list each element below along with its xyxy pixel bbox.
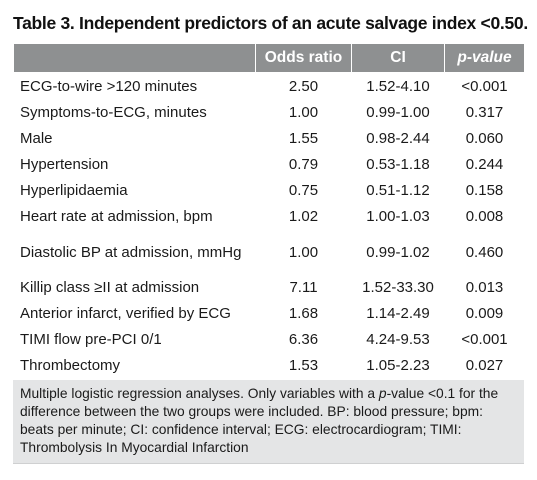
table-row: Symptoms-to-ECG, minutes 1.00 0.99-1.00 0.3… [13,99,525,126]
row-label: Male [13,125,256,152]
row-p-value: <0.001 [444,326,525,353]
table-title: Table 3. Independent predictors of an ac… [13,13,528,33]
row-odds-ratio: 1.02 [255,203,352,230]
table-header-row: Odds ratio CI p-value [13,43,525,74]
row-label: Heart rate at admission, bpm [13,203,256,230]
header-p-value-text: p-value [457,49,512,66]
table-row: Hypertension 0.79 0.53-1.18 0.244 [13,151,525,178]
row-ci: 0.51-1.12 [351,177,445,204]
table-row: Killip class ≥II at admission 7.11 1.52-33… [13,274,525,301]
table-container: Table 3. Independent predictors of an ac… [13,0,528,464]
row-label: Anterior infarct, verified by ECG [13,300,256,327]
row-label: Killip class ≥II at admission [13,274,256,301]
row-odds-ratio: 1.00 [255,99,352,126]
footnote-part1: Multiple logistic regression analyses. O… [20,386,379,401]
row-p-value: 0.460 [444,229,525,275]
table-frame: Odds ratio CI p-value ECG-to-wire >120 m… [13,43,525,464]
table-row: TIMI flow pre-PCI 0/1 6.36 4.24-9.53 <0.001 [13,326,525,353]
row-ci: 0.98-2.44 [351,125,445,152]
row-label: Hypertension [13,151,256,178]
row-p-value: 0.027 [444,352,525,379]
table-body: ECG-to-wire >120 minutes 2.50 1.52-4.10 <0.… [13,72,525,379]
row-odds-ratio: 7.11 [255,274,352,301]
row-odds-ratio: 0.75 [255,177,352,204]
row-odds-ratio: 1.00 [255,229,352,275]
row-label: Diastolic BP at admission, mmHg [13,229,256,275]
header-p-value: p-value [444,43,525,74]
row-ci: 0.53-1.18 [351,151,445,178]
row-ci: 4.24-9.53 [351,326,445,353]
table-row: Thrombectomy 1.53 1.05-2.23 0.027 [13,352,525,379]
row-p-value: 0.244 [444,151,525,178]
row-odds-ratio: 1.68 [255,300,352,327]
row-label: Thrombectomy [13,352,256,379]
row-p-value: 0.317 [444,99,525,126]
table-row: Anterior infarct, verified by ECG 1.68 1.1… [13,300,525,327]
row-odds-ratio: 1.55 [255,125,352,152]
row-ci: 0.99-1.02 [351,229,445,275]
row-ci: 1.52-4.10 [351,72,445,100]
row-odds-ratio: 0.79 [255,151,352,178]
table-row: Male 1.55 0.98-2.44 0.060 [13,125,525,152]
table-row: Diastolic BP at admission, mmHg 1.00 0.99-… [13,229,525,275]
row-label: Symptoms-to-ECG, minutes [13,99,256,126]
row-p-value: 0.013 [444,274,525,301]
footnote-part2: -value <0.1 for the difference between t… [20,386,499,455]
table-footnote: Multiple logistic regression analyses. O… [13,379,524,463]
header-odds-ratio: Odds ratio [255,43,352,74]
row-odds-ratio: 6.36 [255,326,352,353]
row-odds-ratio: 2.50 [255,72,352,100]
row-label: ECG-to-wire >120 minutes [13,72,256,100]
table-row: ECG-to-wire >120 minutes 2.50 1.52-4.10 <0.… [13,72,525,100]
header-variable [13,43,256,74]
row-label: TIMI flow pre-PCI 0/1 [13,326,256,353]
predictors-table: Odds ratio CI p-value ECG-to-wire >120 m… [13,43,525,379]
row-p-value: 0.008 [444,203,525,230]
row-ci: 1.14-2.49 [351,300,445,327]
row-ci: 1.05-2.23 [351,352,445,379]
table-row: Hyperlipidaemia 0.75 0.51-1.12 0.158 [13,177,525,204]
table-row: Heart rate at admission, bpm 1.02 1.00-1.0… [13,203,525,230]
row-odds-ratio: 1.53 [255,352,352,379]
header-ci: CI [351,43,445,74]
row-ci: 1.00-1.03 [351,203,445,230]
row-p-value: 0.158 [444,177,525,204]
row-p-value: 0.009 [444,300,525,327]
row-ci: 1.52-33.30 [351,274,445,301]
row-p-value: <0.001 [444,72,525,100]
row-p-value: 0.060 [444,125,525,152]
row-label: Hyperlipidaemia [13,177,256,204]
footnote-italic: p [378,386,387,401]
row-ci: 0.99-1.00 [351,99,445,126]
